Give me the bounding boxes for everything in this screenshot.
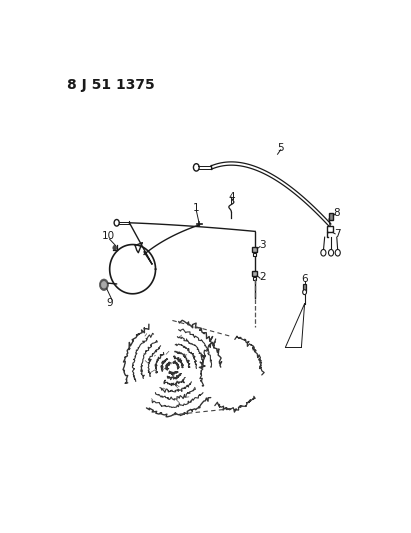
Text: 4: 4 (228, 192, 235, 203)
Bar (303, 284, 306, 290)
Circle shape (321, 249, 326, 256)
Text: 5: 5 (277, 143, 284, 152)
Bar (252, 247, 257, 252)
Circle shape (102, 281, 106, 288)
Bar (327, 226, 333, 232)
Circle shape (194, 164, 199, 171)
Text: 9: 9 (106, 298, 113, 308)
Bar (253, 253, 256, 256)
Text: 7: 7 (334, 229, 340, 239)
Text: 6: 6 (301, 274, 308, 284)
Text: 10: 10 (102, 231, 115, 241)
Circle shape (302, 290, 307, 295)
Circle shape (99, 279, 109, 290)
Bar (253, 277, 256, 280)
Text: 1: 1 (193, 204, 200, 213)
Bar (329, 213, 333, 220)
Text: 8: 8 (333, 208, 340, 219)
Text: 8 J 51 1375: 8 J 51 1375 (67, 78, 155, 92)
Circle shape (113, 245, 117, 251)
Bar (252, 271, 257, 276)
Text: 3: 3 (259, 240, 266, 251)
Circle shape (328, 249, 334, 256)
Circle shape (335, 249, 340, 256)
Circle shape (114, 220, 119, 226)
Text: 2: 2 (259, 272, 266, 282)
